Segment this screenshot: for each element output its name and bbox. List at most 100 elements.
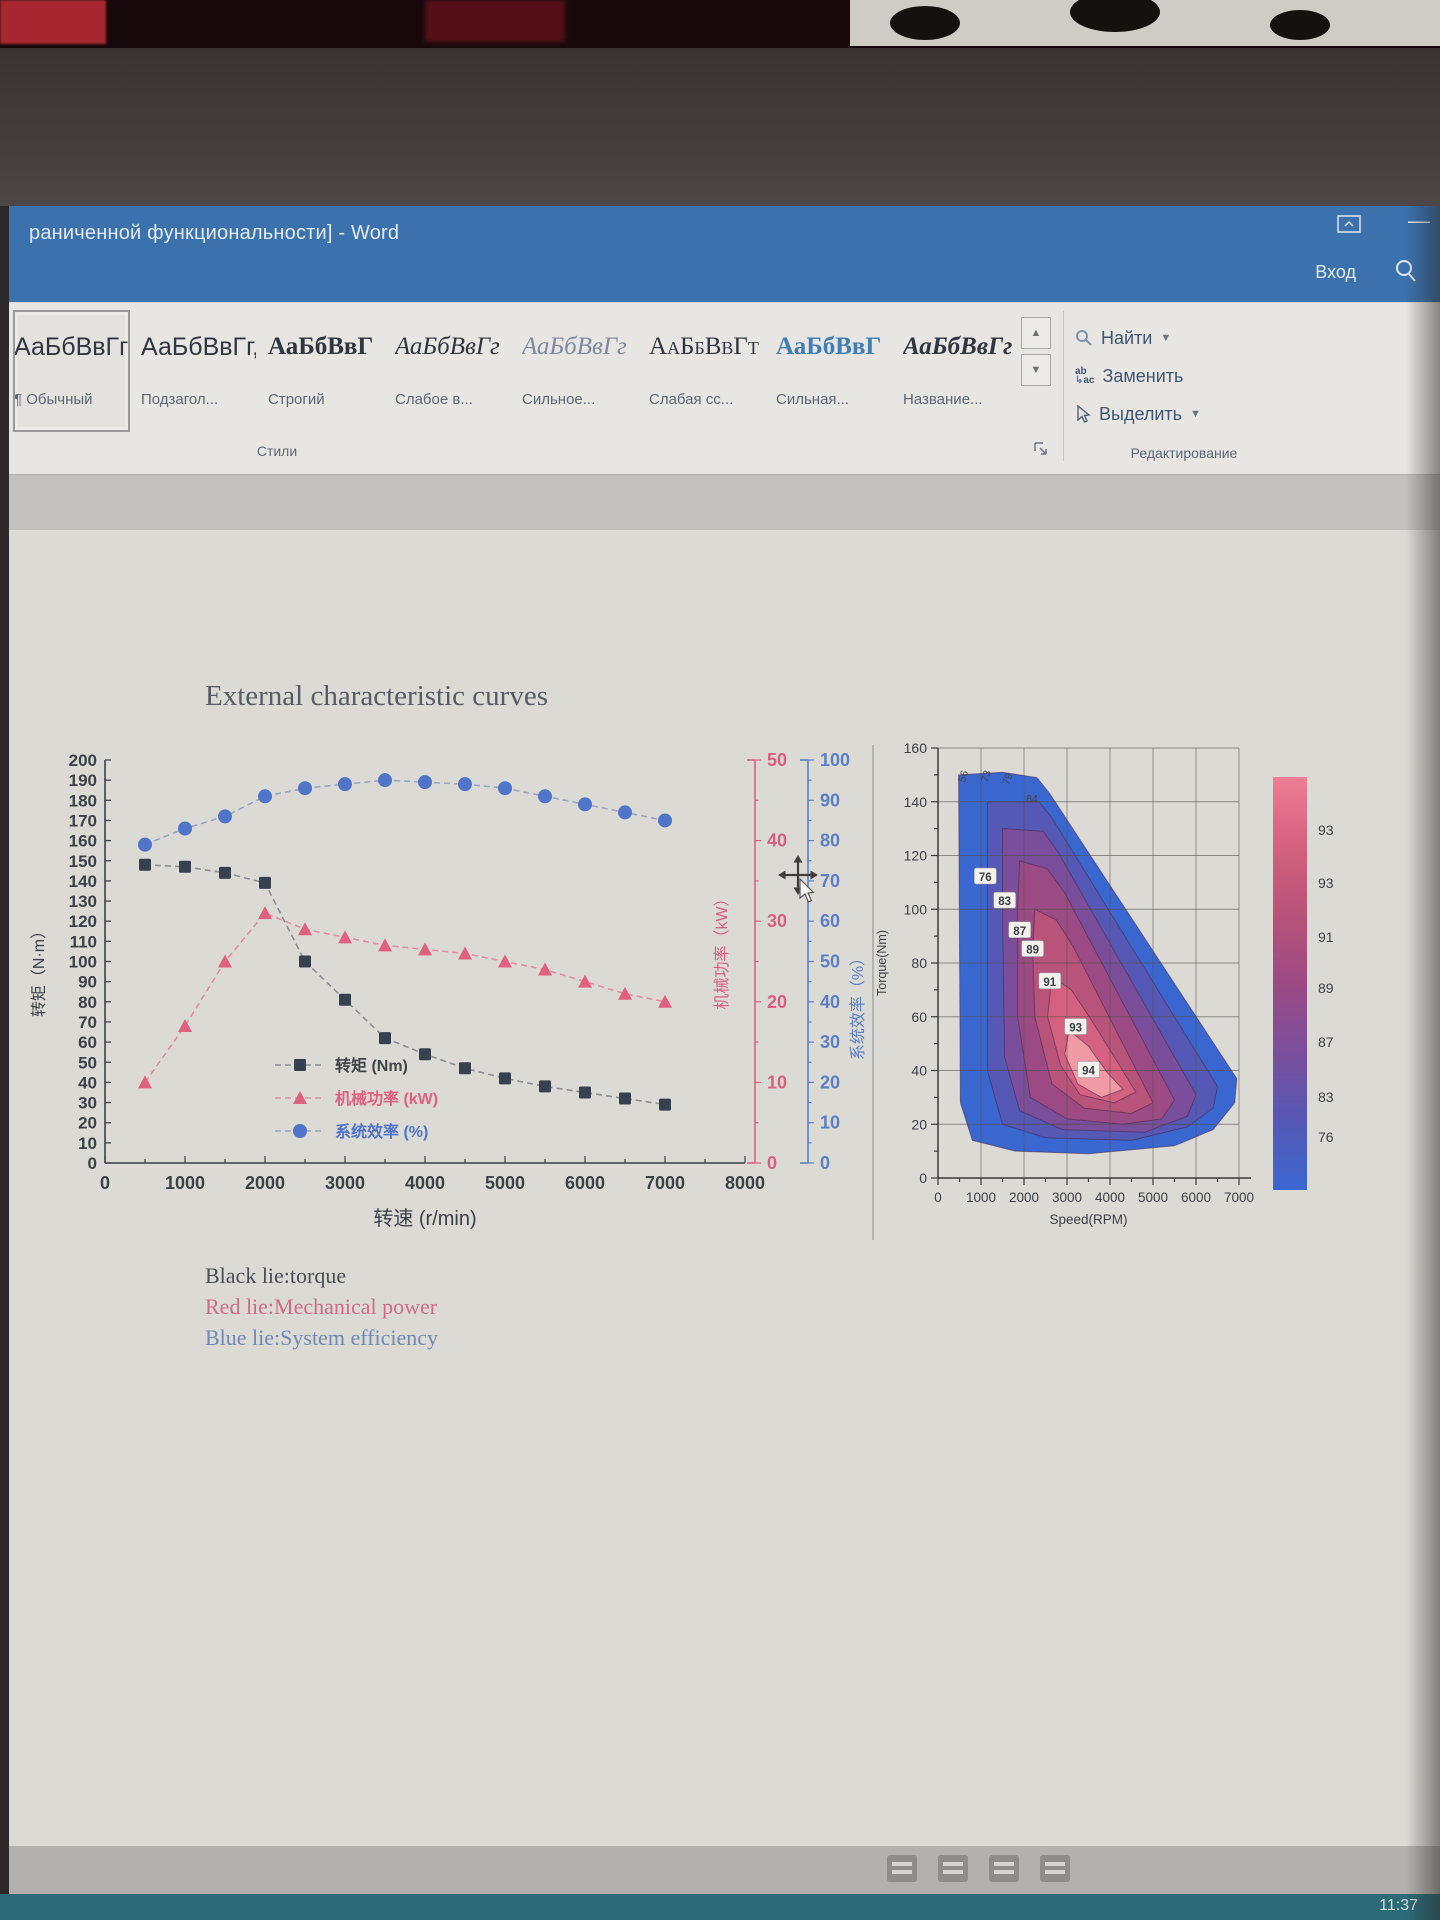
- monitor-bezel: [0, 48, 1440, 206]
- left-tick-label: 90: [78, 973, 97, 992]
- left-tick-label: 100: [69, 953, 97, 972]
- marker-square: [219, 866, 231, 879]
- marker-triangle: [418, 942, 432, 956]
- marker-triangle: [293, 1091, 307, 1104]
- left-tick-label: 150: [69, 852, 97, 871]
- marker-square: [339, 993, 351, 1006]
- left-tick-label: 30: [78, 1094, 97, 1113]
- contour-label-box: [974, 867, 997, 885]
- left-tick-label: 20: [78, 1114, 97, 1133]
- contour-label: 89: [1026, 945, 1039, 957]
- style-item-4[interactable]: АаБбВвГг Слабое в...: [395, 311, 510, 431]
- gallery-up-button[interactable]: ▲: [1021, 317, 1051, 349]
- fabric-spot: [1070, 0, 1160, 32]
- ime-icon[interactable]: [887, 1855, 917, 1882]
- line-chart[interactable]: 0102030405060708090100110120130140150160…: [30, 735, 880, 1255]
- left-tick-label: 0: [88, 1154, 97, 1173]
- left-tick-label: 130: [69, 892, 97, 911]
- room-red-object: [0, 0, 106, 44]
- select-button[interactable]: Выделить ▼: [1075, 399, 1305, 429]
- room-darkred-object: [425, 0, 565, 42]
- style-name-label: Подзагол...: [141, 391, 219, 408]
- styles-gallery: АаБбВвГг ¶ Обычный АаБбВвГг, Подзагол... АаБ…: [13, 310, 1024, 432]
- colorbar-label: 93: [1318, 822, 1334, 838]
- style-item-2[interactable]: АаБбВвГг, Подзагол...: [141, 311, 256, 431]
- map-x-label: 5000: [1138, 1190, 1168, 1205]
- window-title: раниченной функциональности] - Word: [29, 222, 400, 244]
- gallery-down-button[interactable]: ▼: [1021, 354, 1051, 386]
- map-x-label: 6000: [1181, 1190, 1211, 1205]
- sign-in-button[interactable]: Вход: [1315, 262, 1356, 282]
- marker-circle: [618, 805, 632, 820]
- colorbar-label: 93: [1318, 875, 1334, 891]
- x-tick-label: 3000: [325, 1173, 365, 1193]
- contour-label: 94: [1082, 1066, 1095, 1078]
- keyboard-icon[interactable]: [938, 1855, 968, 1882]
- style-sample: АаБбВвГ: [268, 333, 374, 360]
- right-tick-label: 0: [820, 1153, 830, 1173]
- marker-square: [139, 858, 151, 871]
- marker-circle: [298, 781, 312, 796]
- style-item-5[interactable]: АаБбВвГг Сильное...: [522, 311, 637, 431]
- right-tick-label: 100: [820, 750, 850, 770]
- marker-circle: [378, 773, 392, 788]
- editing-group-label: Редактирование: [1130, 445, 1238, 461]
- replace-label: Заменить: [1102, 365, 1184, 386]
- style-sample: АаБбВвГг: [522, 333, 627, 360]
- edge-label: 84: [1026, 793, 1038, 805]
- marker-square: [179, 860, 191, 873]
- marker-circle: [218, 809, 232, 824]
- find-label: Найти: [1101, 327, 1153, 348]
- find-button[interactable]: Найти ▼: [1075, 323, 1305, 353]
- right-tick-label: 40: [767, 831, 787, 851]
- marker-circle: [293, 1124, 307, 1138]
- left-tick-label: 60: [78, 1033, 97, 1052]
- contour-label: 93: [1069, 1023, 1082, 1035]
- left-tick-label: 80: [78, 993, 97, 1012]
- replace-icon: ab ↳ac: [1075, 366, 1095, 386]
- style-name-label: Сильное...: [522, 391, 596, 408]
- map-x-label: 7000: [1224, 1190, 1254, 1205]
- select-caret-icon: ▼: [1190, 408, 1201, 420]
- right-tick-label: 10: [820, 1113, 840, 1133]
- contour-label-box: [1064, 1018, 1087, 1035]
- legend-label: 系统效率 (%): [335, 1122, 428, 1141]
- x-axis-title: 转速 (r/min): [373, 1207, 476, 1230]
- select-cursor-icon: [1077, 405, 1091, 423]
- x-tick-label: 7000: [645, 1173, 685, 1193]
- left-tick-label: 40: [78, 1073, 97, 1092]
- left-tick-label: 190: [69, 771, 97, 790]
- edge-label: 73: [979, 769, 994, 784]
- marker-circle: [258, 789, 272, 804]
- marker-triangle: [178, 1018, 192, 1032]
- contour-label-box: [1008, 921, 1031, 939]
- style-item-6[interactable]: АаБбВвГт Слабая сс...: [649, 311, 764, 431]
- marker-square: [294, 1059, 306, 1071]
- style-item-1[interactable]: АаБбВвГг ¶ Обычный: [13, 310, 130, 432]
- left-tick-label: 170: [69, 811, 97, 830]
- contour-label: 83: [998, 896, 1011, 908]
- ribbon-display-options-icon[interactable]: [1336, 214, 1362, 239]
- style-sample: АаБбВвГт: [649, 333, 759, 360]
- style-item-8[interactable]: АаБбВвГг Название...: [903, 311, 1018, 431]
- marker-square: [379, 1032, 391, 1045]
- replace-button[interactable]: ab ↳ac Заменить: [1075, 361, 1305, 391]
- styles-dialog-launcher[interactable]: [1033, 441, 1049, 457]
- right-tick-label: 70: [820, 871, 840, 891]
- x-tick-label: 2000: [245, 1173, 285, 1193]
- style-name-label: ¶ Обычный: [14, 391, 93, 408]
- marker-circle: [178, 821, 192, 836]
- marker-triangle: [578, 974, 592, 988]
- document-page[interactable]: External characteristic curves 0 10 20 30 40…: [9, 530, 1440, 1846]
- style-item-7[interactable]: АаБбВвГ Сильная...: [776, 311, 891, 431]
- style-item-3[interactable]: АаБбВвГ Строгий: [268, 311, 383, 431]
- styles-group-label: Стили: [256, 443, 298, 459]
- monitor-bezel-right: [1406, 206, 1440, 1920]
- efficiency-map-chart[interactable]: 0 20 40 60 80 100 120 140 160 0 1000 2000 3000 4000 50…: [870, 735, 1430, 1255]
- marker-triangle: [498, 954, 512, 968]
- notification-icon[interactable]: [1040, 1855, 1070, 1882]
- left-tick-label: 160: [69, 832, 97, 851]
- left-tick-label: 10: [78, 1134, 97, 1153]
- colorbar: [1273, 777, 1307, 1190]
- volume-icon[interactable]: [989, 1855, 1019, 1882]
